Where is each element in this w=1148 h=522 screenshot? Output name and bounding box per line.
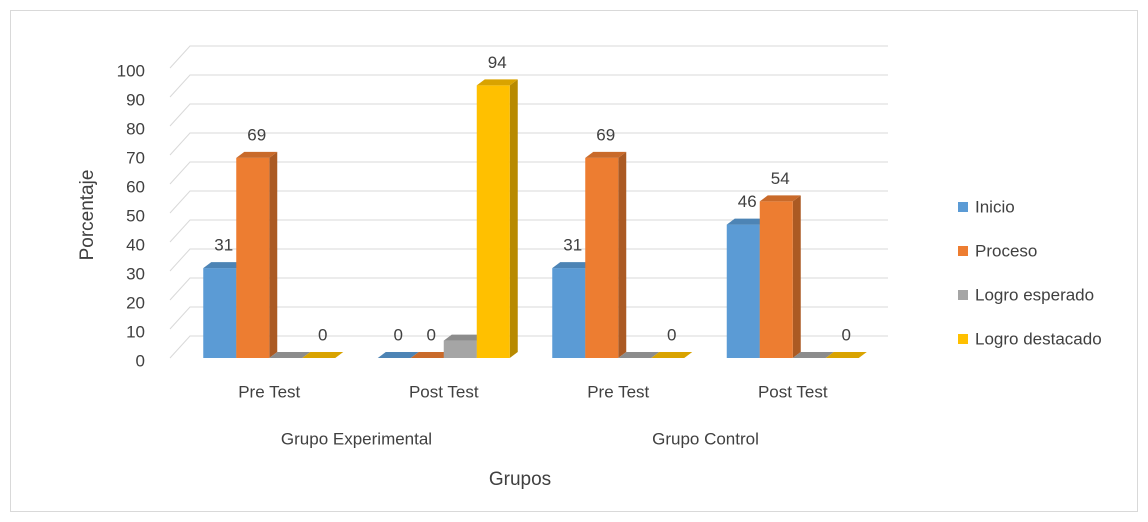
bar-top bbox=[203, 262, 245, 269]
y-tick-label: 70 bbox=[126, 148, 145, 167]
y-tick-label: 40 bbox=[126, 235, 145, 254]
chart-border bbox=[10, 10, 1138, 512]
grid-line bbox=[169, 161, 888, 185]
bar-front bbox=[203, 268, 237, 358]
grid-line bbox=[169, 74, 888, 98]
bar-top bbox=[410, 352, 452, 358]
y-tick-label: 20 bbox=[126, 293, 145, 312]
bar-top bbox=[759, 195, 801, 202]
data-label: 31 bbox=[214, 236, 233, 255]
grid-line bbox=[169, 277, 888, 301]
bar-side bbox=[792, 195, 801, 358]
bar-top bbox=[726, 218, 768, 225]
grid-line bbox=[169, 132, 888, 156]
bar bbox=[377, 352, 419, 358]
bar-front bbox=[476, 85, 510, 359]
bar-top bbox=[618, 352, 660, 358]
y-tick-label: 90 bbox=[126, 90, 145, 109]
bar-top bbox=[476, 79, 518, 86]
data-label: 54 bbox=[771, 169, 790, 188]
bar-front bbox=[443, 340, 477, 358]
bar-front bbox=[585, 157, 619, 358]
bar bbox=[792, 352, 834, 358]
group-label: Grupo Experimental bbox=[281, 429, 432, 448]
data-label: 69 bbox=[247, 125, 266, 144]
data-label: 46 bbox=[738, 192, 757, 211]
bar-top bbox=[825, 352, 867, 358]
bar-side bbox=[618, 151, 627, 358]
grid-line bbox=[169, 335, 888, 359]
grid-line bbox=[169, 219, 888, 243]
legend-label: Inicio bbox=[975, 197, 1015, 216]
bar bbox=[618, 352, 660, 358]
bar bbox=[585, 151, 627, 358]
legend-label: Logro esperado bbox=[975, 285, 1094, 304]
y-tick-label: 80 bbox=[126, 119, 145, 138]
data-label: 0 bbox=[842, 325, 851, 344]
bar bbox=[269, 352, 311, 358]
bar-top bbox=[377, 352, 419, 358]
data-label: 69 bbox=[596, 125, 615, 144]
bar-top bbox=[443, 334, 485, 341]
data-label: 0 bbox=[394, 325, 403, 344]
x-tick-label: Pre Test bbox=[238, 382, 300, 401]
bar-top bbox=[302, 352, 344, 358]
bar-front bbox=[726, 224, 760, 358]
bar bbox=[825, 352, 867, 358]
bar bbox=[651, 352, 693, 358]
bar-front bbox=[759, 201, 793, 358]
legend-swatch bbox=[958, 334, 968, 344]
data-label: 0 bbox=[427, 325, 436, 344]
y-tick-label: 60 bbox=[126, 177, 145, 196]
legend-label: Logro destacado bbox=[975, 329, 1102, 348]
bar-side bbox=[509, 79, 518, 359]
x-axis-label: Grupos bbox=[489, 469, 551, 490]
x-tick-label: Post Test bbox=[409, 382, 479, 401]
data-label: 0 bbox=[318, 325, 327, 344]
bar bbox=[410, 352, 452, 358]
bar-top bbox=[651, 352, 693, 358]
bar bbox=[476, 79, 518, 359]
bar bbox=[302, 352, 344, 358]
legend-swatch bbox=[958, 290, 968, 300]
data-label: 0 bbox=[667, 325, 676, 344]
bar bbox=[759, 195, 801, 358]
legend-swatch bbox=[958, 246, 968, 256]
y-tick-label: 0 bbox=[136, 351, 145, 370]
x-tick-label: Post Test bbox=[758, 382, 828, 401]
bar-front bbox=[552, 268, 586, 358]
y-tick-label: 10 bbox=[126, 322, 145, 341]
grid-line bbox=[169, 45, 888, 69]
bar-top bbox=[552, 262, 594, 269]
grid-line bbox=[169, 190, 888, 214]
bar-top bbox=[269, 352, 311, 358]
data-label: 94 bbox=[488, 53, 507, 72]
bar-top bbox=[236, 151, 278, 158]
grid-line bbox=[169, 248, 888, 272]
bar-front bbox=[236, 157, 270, 358]
legend-label: Proceso bbox=[975, 241, 1037, 260]
bar-top bbox=[585, 151, 627, 158]
bar-top bbox=[792, 352, 834, 358]
group-label: Grupo Control bbox=[652, 429, 759, 448]
legend-swatch bbox=[958, 202, 968, 212]
y-tick-label: 100 bbox=[117, 61, 145, 80]
bar-side bbox=[269, 151, 278, 358]
y-tick-label: 50 bbox=[126, 206, 145, 225]
data-label: 31 bbox=[563, 236, 582, 255]
y-axis-label: Porcentaje bbox=[77, 170, 98, 261]
y-tick-label: 30 bbox=[126, 264, 145, 283]
grid-line bbox=[169, 103, 888, 127]
x-tick-label: Pre Test bbox=[587, 382, 649, 401]
bar bbox=[236, 151, 278, 358]
grid-line bbox=[169, 306, 888, 330]
